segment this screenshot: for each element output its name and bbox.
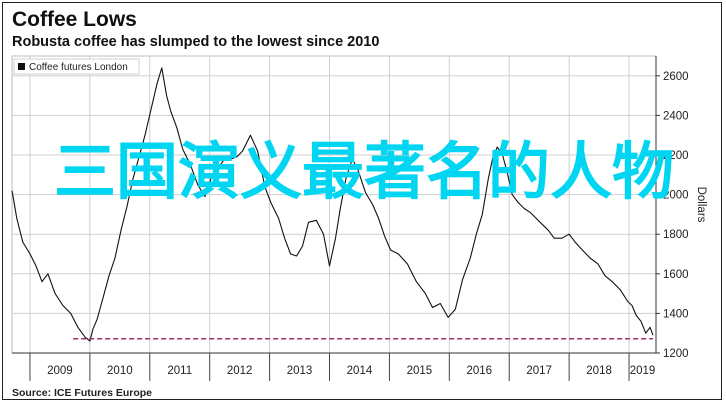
grid-lines: [11, 55, 657, 354]
legend: Coffee futures London: [13, 58, 140, 75]
x-tick-label: 2012: [227, 365, 253, 377]
x-tick-label: 2015: [407, 365, 433, 377]
series-line-coffee-futures: [11, 67, 654, 342]
legend-swatch: [18, 63, 25, 70]
y-tick-label: 2400: [663, 110, 689, 122]
x-tick-label: 2017: [526, 365, 552, 377]
y-tick-label: 1800: [663, 229, 689, 241]
x-tick-label: 2019: [630, 365, 656, 377]
x-tick-label: 2009: [47, 365, 73, 377]
y-tick-label: 1200: [663, 348, 689, 360]
x-tick-label: 2014: [347, 365, 373, 377]
y-tick-label: 2000: [663, 190, 689, 202]
x-tick-label: 2011: [167, 365, 192, 377]
x-tick-label: 2016: [466, 365, 492, 377]
y-tick-label: 2600: [663, 71, 689, 83]
y-tick-label: 1400: [663, 308, 689, 320]
chart-title: Coffee Lows: [12, 8, 137, 31]
source-note: Source: ICE Futures Europe: [12, 387, 153, 399]
chart-subtitle: Robusta coffee has slumped to the lowest…: [12, 34, 380, 50]
y-tick-label: 2200: [663, 150, 689, 162]
y-axis-label: Dollars: [695, 187, 707, 223]
x-tick-label: 2013: [287, 365, 313, 377]
legend-box: [13, 58, 140, 75]
series-layer: [11, 67, 654, 342]
x-tick-label: 2018: [586, 365, 612, 377]
axes: 1200 1400 1600 1800 2000 2200 2400 2600 2009 2010…: [12, 56, 707, 381]
watermark-overlay-text: 三国演义最著名的人物: [53, 135, 674, 208]
y-tick-label: 1600: [663, 269, 689, 281]
x-tick-label: 2010: [107, 365, 133, 377]
legend-entry-label: Coffee futures London: [29, 62, 128, 73]
